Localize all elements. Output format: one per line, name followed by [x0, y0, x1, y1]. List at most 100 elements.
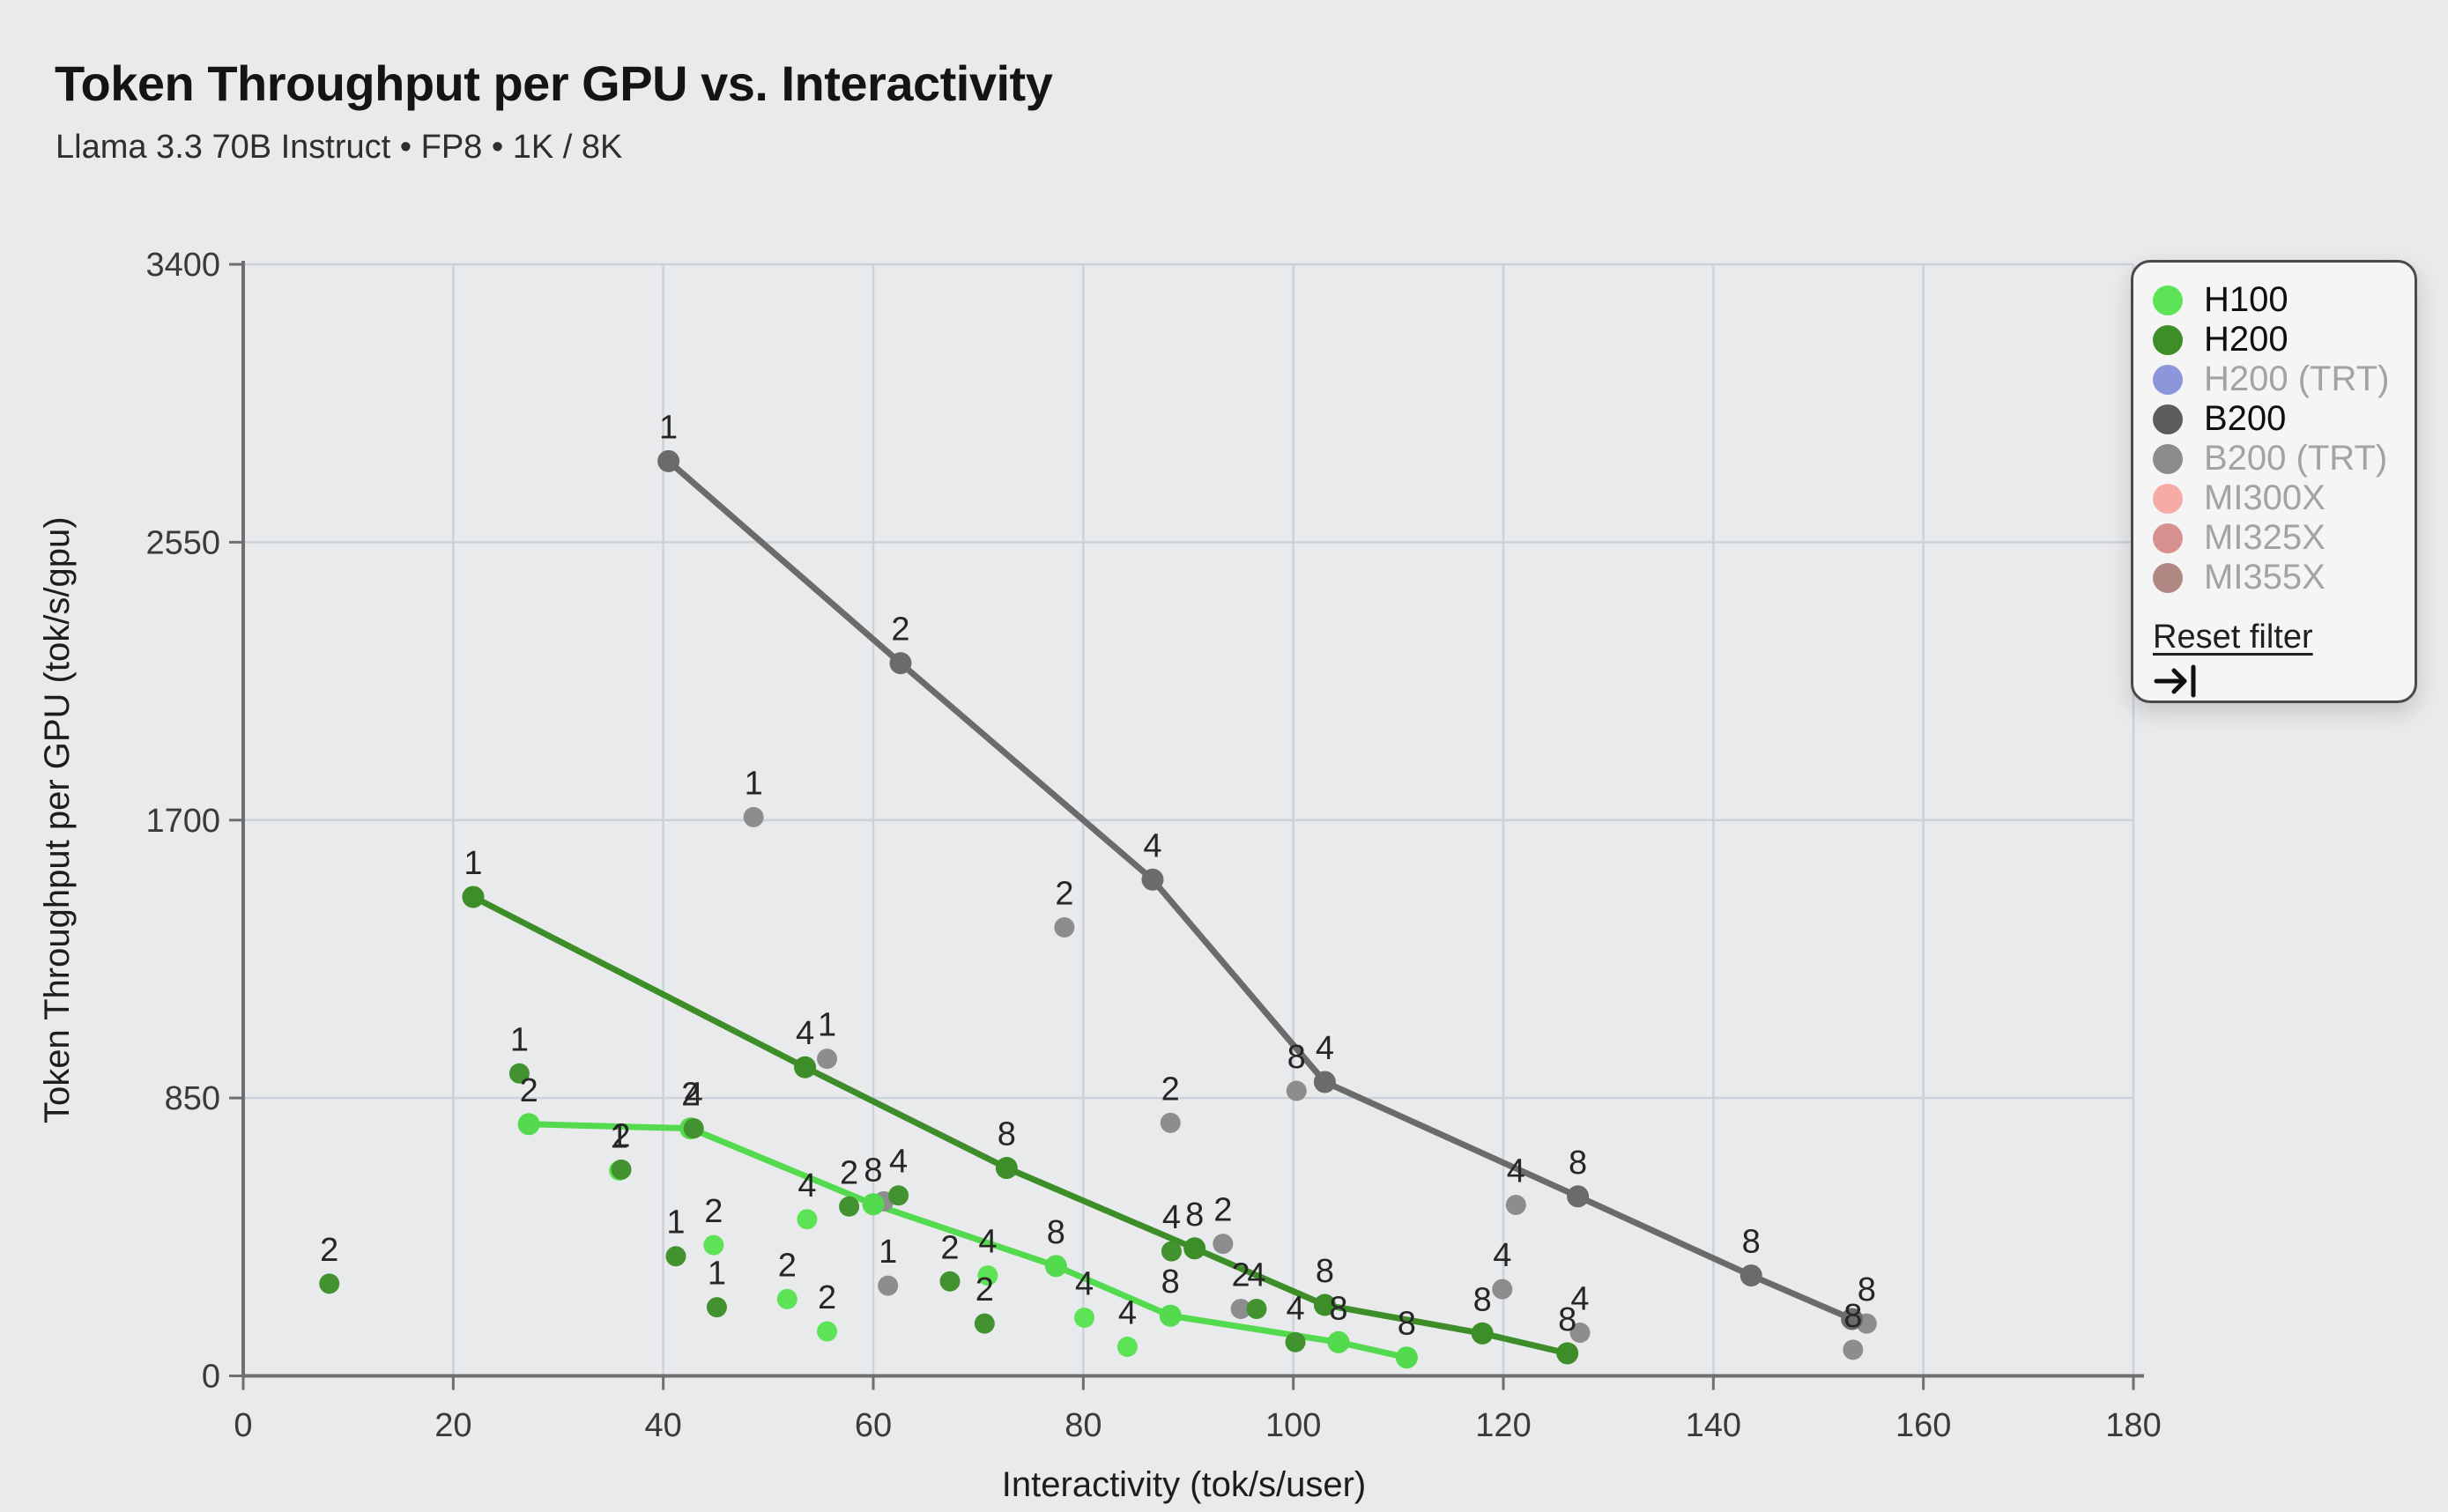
point-label-b200: 8	[1843, 1298, 1862, 1335]
point-h100-tp4	[1074, 1307, 1095, 1328]
legend-item-mi355x[interactable]: MI355X	[2153, 558, 2415, 597]
legend-item-label: H200 (TRT)	[2204, 359, 2390, 398]
collapse-legend-arrow-to-bar-icon[interactable]	[2153, 662, 2199, 700]
point-b200-tp2	[1213, 1234, 1234, 1255]
point-label-b200: 1	[818, 1007, 836, 1044]
point-h200-tp4	[888, 1185, 909, 1206]
point-h200-tp2	[611, 1159, 632, 1180]
legend-item-mi300x[interactable]: MI300X	[2153, 478, 2415, 518]
point-label-h200: 2	[940, 1229, 959, 1266]
y-tick-label-2550: 2550	[145, 524, 220, 561]
pareto-point-h200-tp4	[794, 1056, 817, 1078]
point-label-b200: 4	[1316, 1030, 1334, 1067]
y-tick-label-3400: 3400	[145, 247, 220, 284]
legend-item-label: MI300X	[2204, 478, 2326, 517]
legend-item-b200[interactable]: B200	[2153, 399, 2415, 439]
point-h200-tp4	[683, 1118, 704, 1139]
point-label-b200: 4	[1570, 1281, 1589, 1318]
x-tick-label-160: 160	[1895, 1407, 1951, 1444]
point-b200-tp2	[1230, 1298, 1251, 1319]
point-label-h100: 2	[778, 1247, 797, 1284]
legend-item-label: B200	[2204, 399, 2287, 438]
point-b200-tp2	[1054, 916, 1075, 938]
page-title: Token Throughput per GPU vs. Interactivi…	[55, 56, 1053, 111]
pareto-point-b200-tp4	[1141, 868, 1164, 891]
x-tick-label-100: 100	[1265, 1407, 1321, 1444]
page-subtitle: Llama 3.3 70B Instruct • FP8 • 1K / 8K	[56, 129, 623, 166]
y-tick-label-1700: 1700	[145, 803, 220, 840]
legend-item-label: H100	[2204, 280, 2289, 319]
point-label-h100: 2	[520, 1072, 538, 1109]
point-label-h100: 8	[1047, 1214, 1065, 1251]
point-label-h100: 1	[610, 1118, 628, 1155]
pareto-point-b200-tp4	[1313, 1071, 1336, 1093]
point-label-b200: 4	[1493, 1237, 1511, 1274]
legend-item-h200[interactable]: H200	[2153, 320, 2415, 359]
point-label-b200: 1	[659, 409, 678, 446]
point-label-h100: 8	[864, 1153, 882, 1190]
pareto-point-b200-tp8	[1740, 1264, 1762, 1287]
legend-swatch-icon	[2153, 285, 2183, 315]
point-label-h100: 2	[681, 1077, 700, 1114]
reset-filter-link[interactable]: Reset filter	[2153, 619, 2313, 656]
legend-item-label: H200	[2204, 320, 2289, 359]
legend-item-mi325x[interactable]: MI325X	[2153, 518, 2415, 558]
legend-item-b200-trt[interactable]: B200 (TRT)	[2153, 439, 2415, 478]
point-label-h200: 1	[464, 845, 482, 882]
x-tick-label-140: 140	[1686, 1407, 1741, 1444]
legend-item-label: B200 (TRT)	[2204, 439, 2388, 478]
point-label-h200: 8	[1185, 1197, 1204, 1234]
point-label-h200: 4	[889, 1144, 908, 1181]
legend-swatch-icon	[2153, 483, 2183, 514]
legend-panel: H100 H200 H200 (TRT) B200 B200 (TRT) MI300X MI…	[2131, 260, 2417, 703]
point-h200-tp2	[939, 1271, 961, 1292]
point-label-h200: 8	[1473, 1281, 1492, 1318]
point-label-h200: 1	[666, 1204, 685, 1241]
point-h100-tp2	[776, 1288, 797, 1309]
point-label-h100: 4	[1075, 1265, 1094, 1302]
x-axis-title: Interactivity (tok/s/user)	[1002, 1465, 1366, 1504]
pareto-point-h100-tp8	[1044, 1255, 1067, 1278]
point-label-b200: 2	[891, 611, 909, 649]
point-label-h100: 2	[818, 1279, 836, 1316]
point-label-h100: 4	[797, 1167, 816, 1204]
pareto-point-b200-tp8	[1567, 1185, 1590, 1208]
point-h200-tp2	[974, 1313, 995, 1334]
legend-swatch-icon	[2153, 404, 2183, 434]
point-label-h100: 8	[1329, 1290, 1347, 1327]
point-label-h100: 4	[1118, 1294, 1137, 1331]
x-tick-label-120: 120	[1475, 1407, 1531, 1444]
pareto-point-h100-tp8	[862, 1193, 885, 1216]
x-tick-label-0: 0	[234, 1407, 252, 1444]
point-label-h200: 8	[1316, 1253, 1334, 1290]
x-tick-label-20: 20	[434, 1407, 471, 1444]
point-h200-tp1	[665, 1246, 686, 1267]
pareto-point-b200-tp2	[889, 652, 912, 675]
point-h100-tp4	[977, 1265, 998, 1286]
point-label-h200: 8	[1558, 1301, 1576, 1338]
legend-swatch-icon	[2153, 443, 2183, 474]
pareto-point-b200-tpx	[1841, 1308, 1864, 1330]
legend-item-h100[interactable]: H100	[2153, 280, 2415, 320]
legend-swatch-icon	[2153, 562, 2183, 593]
y-tick-label-0: 0	[202, 1359, 220, 1396]
point-h100-tp4	[1116, 1336, 1138, 1357]
point-h100-tp2	[703, 1234, 724, 1256]
point-label-h200: 4	[685, 1077, 703, 1114]
point-label-h100: 8	[1398, 1306, 1416, 1343]
pareto-point-h200-tp8	[995, 1157, 1018, 1180]
point-b200-tp1	[743, 806, 764, 827]
point-label-b200: 4	[1507, 1153, 1525, 1190]
point-b200-tp8	[1286, 1080, 1307, 1101]
x-tick-label-80: 80	[1065, 1407, 1102, 1444]
point-label-b200: 2	[1161, 1071, 1180, 1108]
point-label-h200: 4	[796, 1015, 814, 1052]
point-label-b200: 4	[1143, 827, 1161, 864]
legend-item-h200-trt[interactable]: H200 (TRT)	[2153, 359, 2415, 399]
point-h100-tp2	[817, 1321, 838, 1342]
point-label-b200: 2	[1213, 1192, 1232, 1229]
pareto-point-h200-tp1	[462, 886, 485, 908]
legend-swatch-icon	[2153, 523, 2183, 553]
pareto-point-h200-tp8	[1556, 1342, 1579, 1365]
